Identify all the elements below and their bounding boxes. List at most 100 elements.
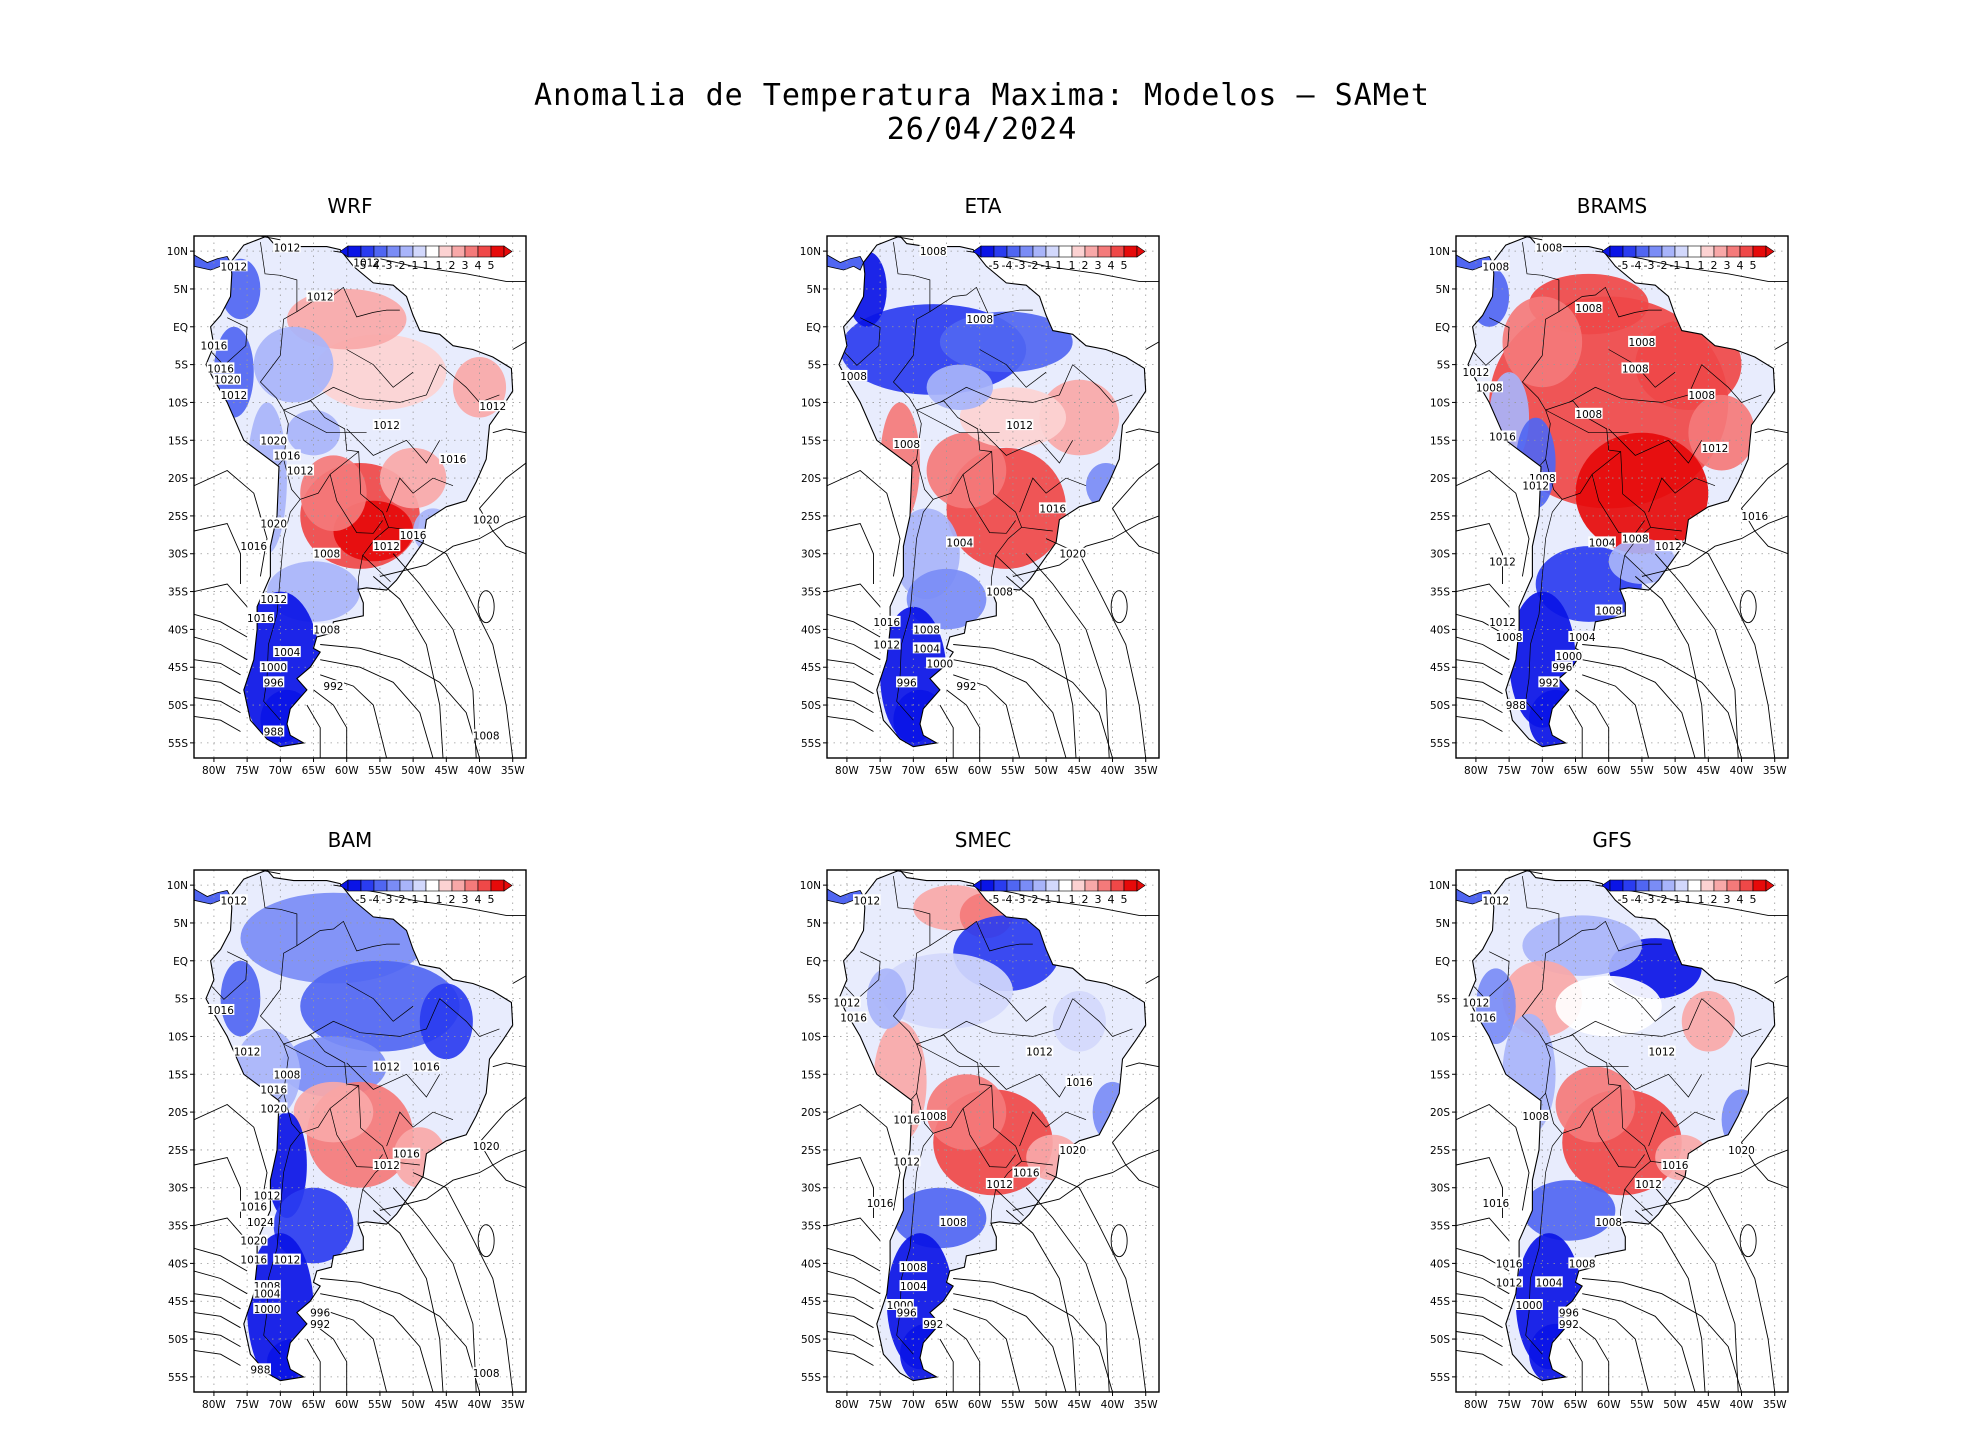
colorbar-swatch — [1739, 879, 1754, 892]
border-line — [1608, 983, 1676, 1022]
isobar-line — [313, 1323, 348, 1392]
lat-label: 20S — [801, 473, 821, 485]
isobar-label: 1012 — [287, 466, 314, 478]
lon-label: 45W — [1696, 1399, 1720, 1411]
isobar-line — [512, 341, 526, 350]
colorbar-swatch — [425, 245, 440, 258]
isobar-label: 1008 — [900, 1262, 927, 1274]
border-line — [1019, 477, 1087, 513]
lat-label: 55S — [1430, 738, 1450, 750]
colorbar-label: -5 — [989, 893, 1000, 906]
border-line — [439, 364, 500, 403]
border-line — [329, 474, 383, 534]
colorbar-label: 4 — [1108, 259, 1115, 272]
isobar-label-bg — [1515, 1299, 1543, 1310]
anomaly-region — [1688, 394, 1755, 471]
anomaly-map: 1008 1008 1008 1008 1012 1008 1008 1008 1008 1016… — [1429, 235, 1789, 777]
isobar-line — [478, 1096, 526, 1189]
border-line — [296, 920, 400, 952]
lon-label: 40W — [468, 765, 492, 777]
colorbar-swatch — [1687, 879, 1702, 892]
isobar-line — [1575, 689, 1610, 758]
isobar-label-bg — [273, 1068, 301, 1080]
border-line — [896, 1133, 934, 1355]
isobar-line — [953, 1308, 1021, 1392]
lat-label: 30S — [801, 549, 821, 561]
border-line — [1568, 998, 1703, 1037]
border-line — [211, 317, 248, 366]
isobar-label: 1008 — [1522, 1111, 1549, 1123]
lat-label: 15S — [1430, 1069, 1450, 1081]
isobar-line — [1456, 1270, 1510, 1295]
lon-label: 65W — [302, 765, 326, 777]
isobar-label: 988 — [250, 1364, 270, 1376]
isobar-line — [492, 1062, 526, 1068]
isobar-line — [827, 715, 874, 732]
isobar-label-bg — [372, 419, 401, 431]
isobar-label-bg — [1551, 661, 1573, 673]
lat-label: 40S — [1430, 1258, 1450, 1270]
isobar-line — [194, 583, 248, 607]
lat-label: 30S — [1430, 1183, 1450, 1195]
lat-label: 20S — [168, 473, 188, 485]
isobar-closed — [1739, 1224, 1757, 1258]
anomaly-region — [379, 447, 447, 509]
anomaly-region — [1555, 1066, 1636, 1143]
isobar-label: 1012 — [834, 997, 861, 1009]
border-line — [1525, 1133, 1563, 1355]
isobar-line — [1025, 553, 1110, 758]
border-line — [283, 1034, 391, 1216]
isobar-label: 1012 — [893, 1156, 920, 1168]
lat-label: 10N — [167, 246, 188, 258]
colorbar-label: -2 — [1028, 259, 1039, 272]
lon-label: 75W — [235, 1399, 259, 1411]
isobar-label-bg — [985, 1177, 1014, 1189]
isobar-label: 1024 — [247, 1217, 274, 1229]
lat-label: 5N — [806, 918, 821, 930]
isobar-line — [946, 689, 981, 758]
isobar-label-bg — [286, 464, 315, 476]
lon-label: 80W — [1464, 765, 1488, 777]
colorbar-label: -3 — [382, 893, 393, 906]
lon-label: 65W — [302, 1399, 326, 1411]
map-frame — [193, 235, 527, 759]
lat-label: 10S — [168, 397, 188, 409]
isobar-label: 996 — [1552, 662, 1572, 674]
colorbar-label: 5 — [1121, 259, 1128, 272]
isobar-label-bg — [1488, 430, 1517, 442]
lat-label: 10S — [801, 1031, 821, 1043]
isobar-line — [1456, 583, 1510, 607]
colorbar-swatch — [347, 879, 362, 892]
isobar-label-bg — [1575, 301, 1603, 313]
lon-label: 70W — [901, 765, 925, 777]
anomaly-region — [880, 953, 1013, 1029]
colorbar-label: -5 — [356, 259, 367, 272]
colorbar-label: 5 — [1121, 893, 1128, 906]
isobar-label-bg — [1521, 1109, 1550, 1121]
isobar-label-bg — [309, 1317, 331, 1329]
graticule — [827, 236, 1159, 758]
lat-label: 55S — [801, 1372, 821, 1384]
border-line — [1545, 1043, 1629, 1068]
isobar-label: 1016 — [247, 613, 274, 625]
isobar-line — [946, 1323, 981, 1392]
colorbar-swatch — [1071, 245, 1086, 258]
isobar-line — [827, 1247, 881, 1272]
border-line — [916, 409, 1000, 434]
isobar-label-bg — [479, 400, 507, 412]
border-line — [283, 400, 391, 582]
isobar-label: 1020 — [1059, 1145, 1086, 1157]
border-line — [1608, 1062, 1703, 1098]
isobar-label-bg — [1535, 1276, 1563, 1288]
lat-label: 10N — [800, 246, 821, 258]
isobar-line — [1025, 1187, 1110, 1392]
isobar-label-bg — [239, 1200, 268, 1212]
lat-label: 5N — [1435, 284, 1450, 296]
isobar-label: 1016 — [1741, 511, 1768, 523]
border-line — [893, 242, 931, 356]
colorbar-label: 5 — [488, 893, 495, 906]
isobar-label: 1012 — [1655, 541, 1682, 553]
isobar-label: 1000 — [1516, 1300, 1543, 1312]
lat-label: EQ — [173, 322, 188, 334]
isobar-label: 1008 — [1476, 382, 1503, 394]
